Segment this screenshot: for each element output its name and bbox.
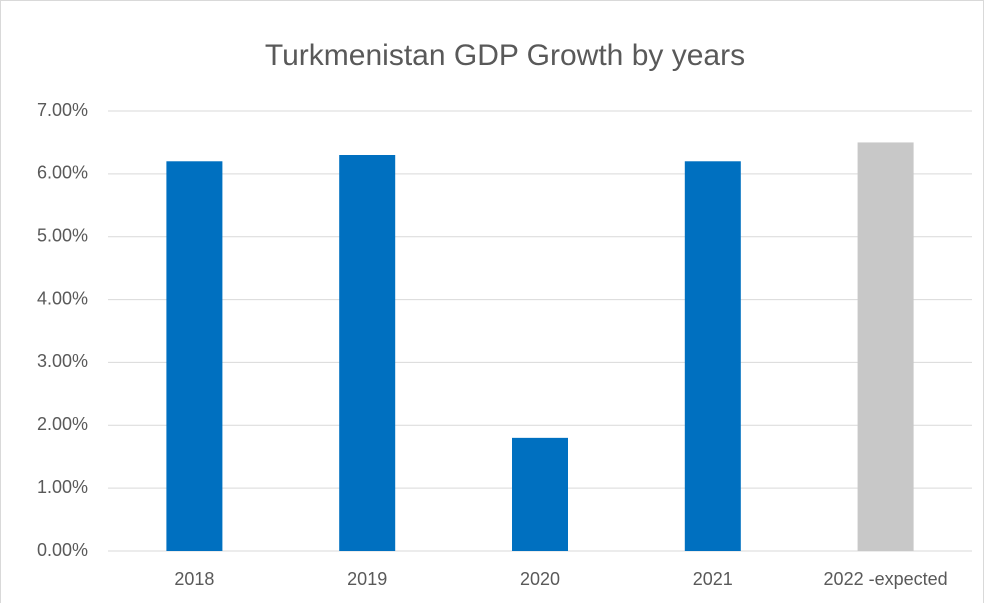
- bar: [684, 161, 741, 552]
- x-tick-label: 2022 -expected: [824, 569, 948, 589]
- bar: [339, 155, 396, 551]
- chart-title: Turkmenistan GDP Growth by years: [265, 39, 745, 72]
- y-tick-label: 6.00%: [37, 163, 88, 183]
- bar: [166, 161, 223, 552]
- bar: [512, 437, 568, 551]
- x-tick-label: 2020: [520, 569, 560, 589]
- y-tick-label: 4.00%: [37, 288, 88, 308]
- x-tick-label: 2018: [174, 569, 214, 589]
- x-tick-label: 2019: [347, 569, 387, 589]
- y-tick-label: 3.00%: [37, 351, 88, 371]
- x-tick-label: 2021: [693, 569, 733, 589]
- y-tick-label: 0.00%: [37, 540, 88, 560]
- y-tick-label: 7.00%: [37, 100, 88, 120]
- y-tick-label: 2.00%: [37, 414, 88, 434]
- y-tick-label: 1.00%: [37, 477, 88, 497]
- bar: [857, 142, 914, 551]
- y-tick-label: 5.00%: [37, 225, 88, 245]
